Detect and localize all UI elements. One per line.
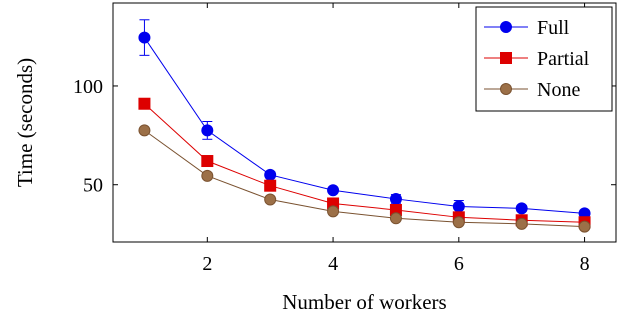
legend-marker xyxy=(500,52,512,64)
data-point xyxy=(201,155,214,168)
data-point xyxy=(327,184,340,197)
data-point xyxy=(578,220,591,233)
y-axis-label: Time (seconds) xyxy=(13,58,37,187)
data-point xyxy=(264,179,277,192)
data-point xyxy=(201,124,214,137)
series-line xyxy=(144,103,585,223)
legend-label: Full xyxy=(537,17,570,39)
y-tick-label: 100 xyxy=(73,76,103,98)
series-line xyxy=(144,37,585,214)
x-tick-label: 4 xyxy=(328,253,338,275)
series-none xyxy=(138,124,591,233)
plot-area xyxy=(138,19,591,233)
x-tick-label: 2 xyxy=(202,253,212,275)
axis-ticks: 2 4 6 8 50 100 xyxy=(73,3,616,275)
y-tick-label: 50 xyxy=(83,175,103,197)
series-full xyxy=(138,19,591,220)
x-tick-label: 6 xyxy=(454,253,464,275)
x-tick-label: 8 xyxy=(580,253,590,275)
legend-label: None xyxy=(537,79,580,101)
legend: Full Partial None xyxy=(475,6,613,112)
legend-marker xyxy=(500,83,512,95)
data-point xyxy=(452,216,465,229)
data-point xyxy=(452,200,465,213)
data-point xyxy=(138,97,151,110)
data-point xyxy=(389,212,402,225)
data-point xyxy=(327,205,340,218)
series-line xyxy=(144,129,585,228)
axes-frame xyxy=(112,2,617,243)
legend-label: Partial xyxy=(537,48,590,70)
data-point xyxy=(138,31,151,44)
legend-marker xyxy=(500,21,512,33)
data-point xyxy=(515,217,528,230)
legend-box xyxy=(475,6,613,112)
data-point xyxy=(515,202,528,215)
x-axis-label: Number of workers xyxy=(282,290,446,314)
data-point xyxy=(389,192,402,205)
data-point xyxy=(264,168,277,181)
data-point xyxy=(264,193,277,206)
data-point xyxy=(138,124,151,137)
data-point xyxy=(201,169,214,182)
